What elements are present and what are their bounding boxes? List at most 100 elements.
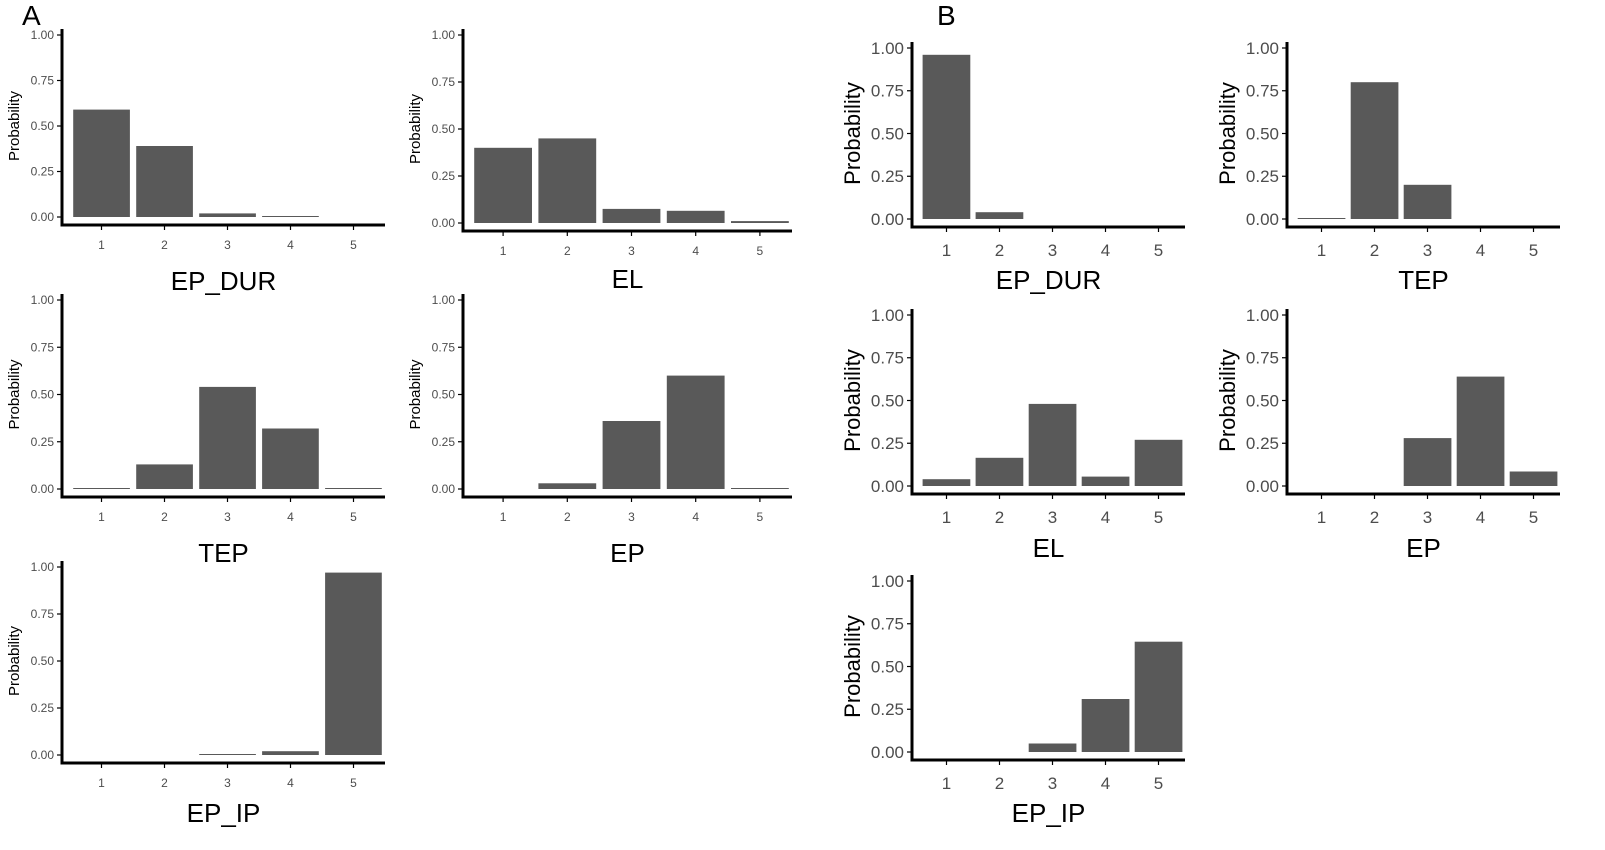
y-tick-label: 1.00 [432, 293, 456, 307]
subplot-a-el: 0.00 0.25 0.50 0.75 1.00 1 2 3 4 5 EL Probability [407, 28, 792, 294]
bar-3 [602, 421, 661, 489]
y-tick-label: 0.50 [1246, 391, 1279, 410]
x-tick-label: 3 [1048, 508, 1057, 527]
bar-4 [262, 216, 319, 217]
x-axis-title: EP_DUR [171, 266, 276, 296]
y-tick-label: 0.25 [31, 701, 55, 715]
x-axis-title: TEP [198, 538, 249, 568]
bar-1 [922, 479, 971, 486]
bar-5 [1134, 641, 1183, 752]
bar-3 [1403, 184, 1452, 219]
x-tick-label: 5 [1529, 508, 1538, 527]
subplot-b-tep: 0.00 0.25 0.50 0.75 1.00 1 2 3 4 5 TEP Probability [1215, 39, 1560, 295]
subplot-a-ep-ip: 0.00 0.25 0.50 0.75 1.00 1 2 3 4 5 EP_IP Probabilit… [6, 560, 385, 828]
y-tick-label: 0.50 [871, 391, 904, 410]
y-tick-label: 0.25 [31, 165, 55, 179]
x-tick-label: 3 [1423, 241, 1432, 260]
subplot-a-ep: 0.00 0.25 0.50 0.75 1.00 1 2 3 4 5 EP Probability [407, 293, 792, 568]
y-tick-label: 0.25 [432, 169, 456, 183]
y-tick-label: 1.00 [31, 560, 55, 574]
y-tick-label: 0.75 [871, 82, 904, 101]
bar-2 [1350, 82, 1399, 219]
x-tick-label: 3 [224, 238, 231, 252]
bar-1 [73, 109, 130, 217]
x-tick-label: 3 [224, 776, 231, 790]
x-axis-title: TEP [1398, 265, 1449, 295]
subplot-b-ep-ip: 0.00 0.25 0.50 0.75 1.00 1 2 3 4 5 EP_IP Probabilit… [840, 572, 1185, 828]
y-tick-label: 0.75 [871, 349, 904, 368]
x-tick-label: 5 [1529, 241, 1538, 260]
bar-3 [199, 213, 256, 217]
y-tick-label: 0.00 [432, 482, 456, 496]
x-tick-label: 4 [1476, 241, 1485, 260]
x-axis-title: EP_DUR [996, 265, 1101, 295]
y-axis-title: Probability [840, 82, 865, 185]
y-tick-label: 0.50 [31, 119, 55, 133]
panel-label-a: A [22, 0, 41, 31]
x-tick-label: 5 [350, 238, 357, 252]
y-tick-label: 0.50 [31, 654, 55, 668]
y-tick-label: 0.75 [1246, 349, 1279, 368]
x-tick-label: 5 [350, 776, 357, 790]
bar-4 [262, 428, 319, 489]
y-axis-title: Probability [6, 359, 23, 430]
bar-4 [666, 375, 725, 489]
subplot-b-el: 0.00 0.25 0.50 0.75 1.00 1 2 3 4 5 EL Probability [840, 306, 1185, 563]
x-tick-label: 1 [1317, 241, 1326, 260]
y-tick-label: 1.00 [1246, 306, 1279, 325]
x-tick-label: 5 [757, 510, 764, 524]
x-tick-label: 4 [287, 776, 294, 790]
bar-2 [136, 146, 193, 217]
subplot-b-ep-dur: 0.00 0.25 0.50 0.75 1.00 1 2 3 4 5 EP_DUR Probabili… [840, 39, 1185, 295]
subplot-a-ep-dur: 0.00 0.25 0.50 0.75 1.00 1 2 3 4 5 EP_DUR Probabili… [6, 28, 385, 296]
y-tick-label: 0.50 [871, 657, 904, 676]
y-tick-label: 0.00 [31, 482, 55, 496]
y-tick-label: 0.00 [432, 216, 456, 230]
y-tick-label: 1.00 [432, 28, 456, 42]
subplot-a-tep: 0.00 0.25 0.50 0.75 1.00 1 2 3 4 5 TEP Probability [6, 293, 385, 568]
y-tick-label: 0.50 [1246, 124, 1279, 143]
y-axis-title: Probability [1215, 82, 1240, 185]
bar-3 [199, 386, 256, 489]
x-tick-label: 4 [1101, 508, 1110, 527]
subplot-b-ep: 0.00 0.25 0.50 0.75 1.00 1 2 3 4 5 EP Probability [1215, 306, 1560, 563]
bar-1 [73, 488, 130, 489]
y-tick-label: 0.50 [871, 124, 904, 143]
x-axis-title: EP [610, 538, 645, 568]
y-tick-label: 0.00 [31, 210, 55, 224]
bar-3 [1028, 403, 1077, 486]
bar-3 [602, 208, 661, 223]
x-tick-label: 3 [1048, 241, 1057, 260]
y-tick-label: 0.25 [1246, 167, 1279, 186]
x-tick-label: 5 [1154, 241, 1163, 260]
x-tick-label: 4 [287, 238, 294, 252]
x-tick-label: 3 [1048, 774, 1057, 793]
bar-1 [1297, 218, 1346, 219]
x-tick-label: 2 [1370, 241, 1379, 260]
y-tick-label: 0.75 [31, 607, 55, 621]
y-tick-label: 0.00 [871, 210, 904, 229]
y-tick-label: 1.00 [1246, 39, 1279, 58]
y-axis-title: Probability [840, 615, 865, 718]
y-tick-label: 0.50 [31, 388, 55, 402]
bar-5 [731, 488, 789, 489]
y-axis-title: Probability [407, 93, 424, 164]
bar-2 [975, 457, 1024, 486]
bar-5 [325, 572, 382, 755]
y-axis-title: Probability [840, 349, 865, 452]
x-tick-label: 4 [1476, 508, 1485, 527]
bar-4 [1081, 476, 1130, 486]
x-axis-title: EP [1406, 533, 1441, 563]
y-tick-label: 0.75 [871, 615, 904, 634]
y-tick-label: 0.75 [432, 75, 456, 89]
y-tick-label: 0.00 [1246, 210, 1279, 229]
x-tick-label: 4 [692, 244, 699, 258]
bar-5 [731, 221, 789, 223]
y-axis-title: Probability [1215, 349, 1240, 452]
x-tick-label: 2 [161, 238, 168, 252]
x-tick-label: 1 [98, 776, 105, 790]
x-tick-label: 2 [161, 776, 168, 790]
x-tick-label: 3 [224, 510, 231, 524]
x-tick-label: 5 [757, 244, 764, 258]
